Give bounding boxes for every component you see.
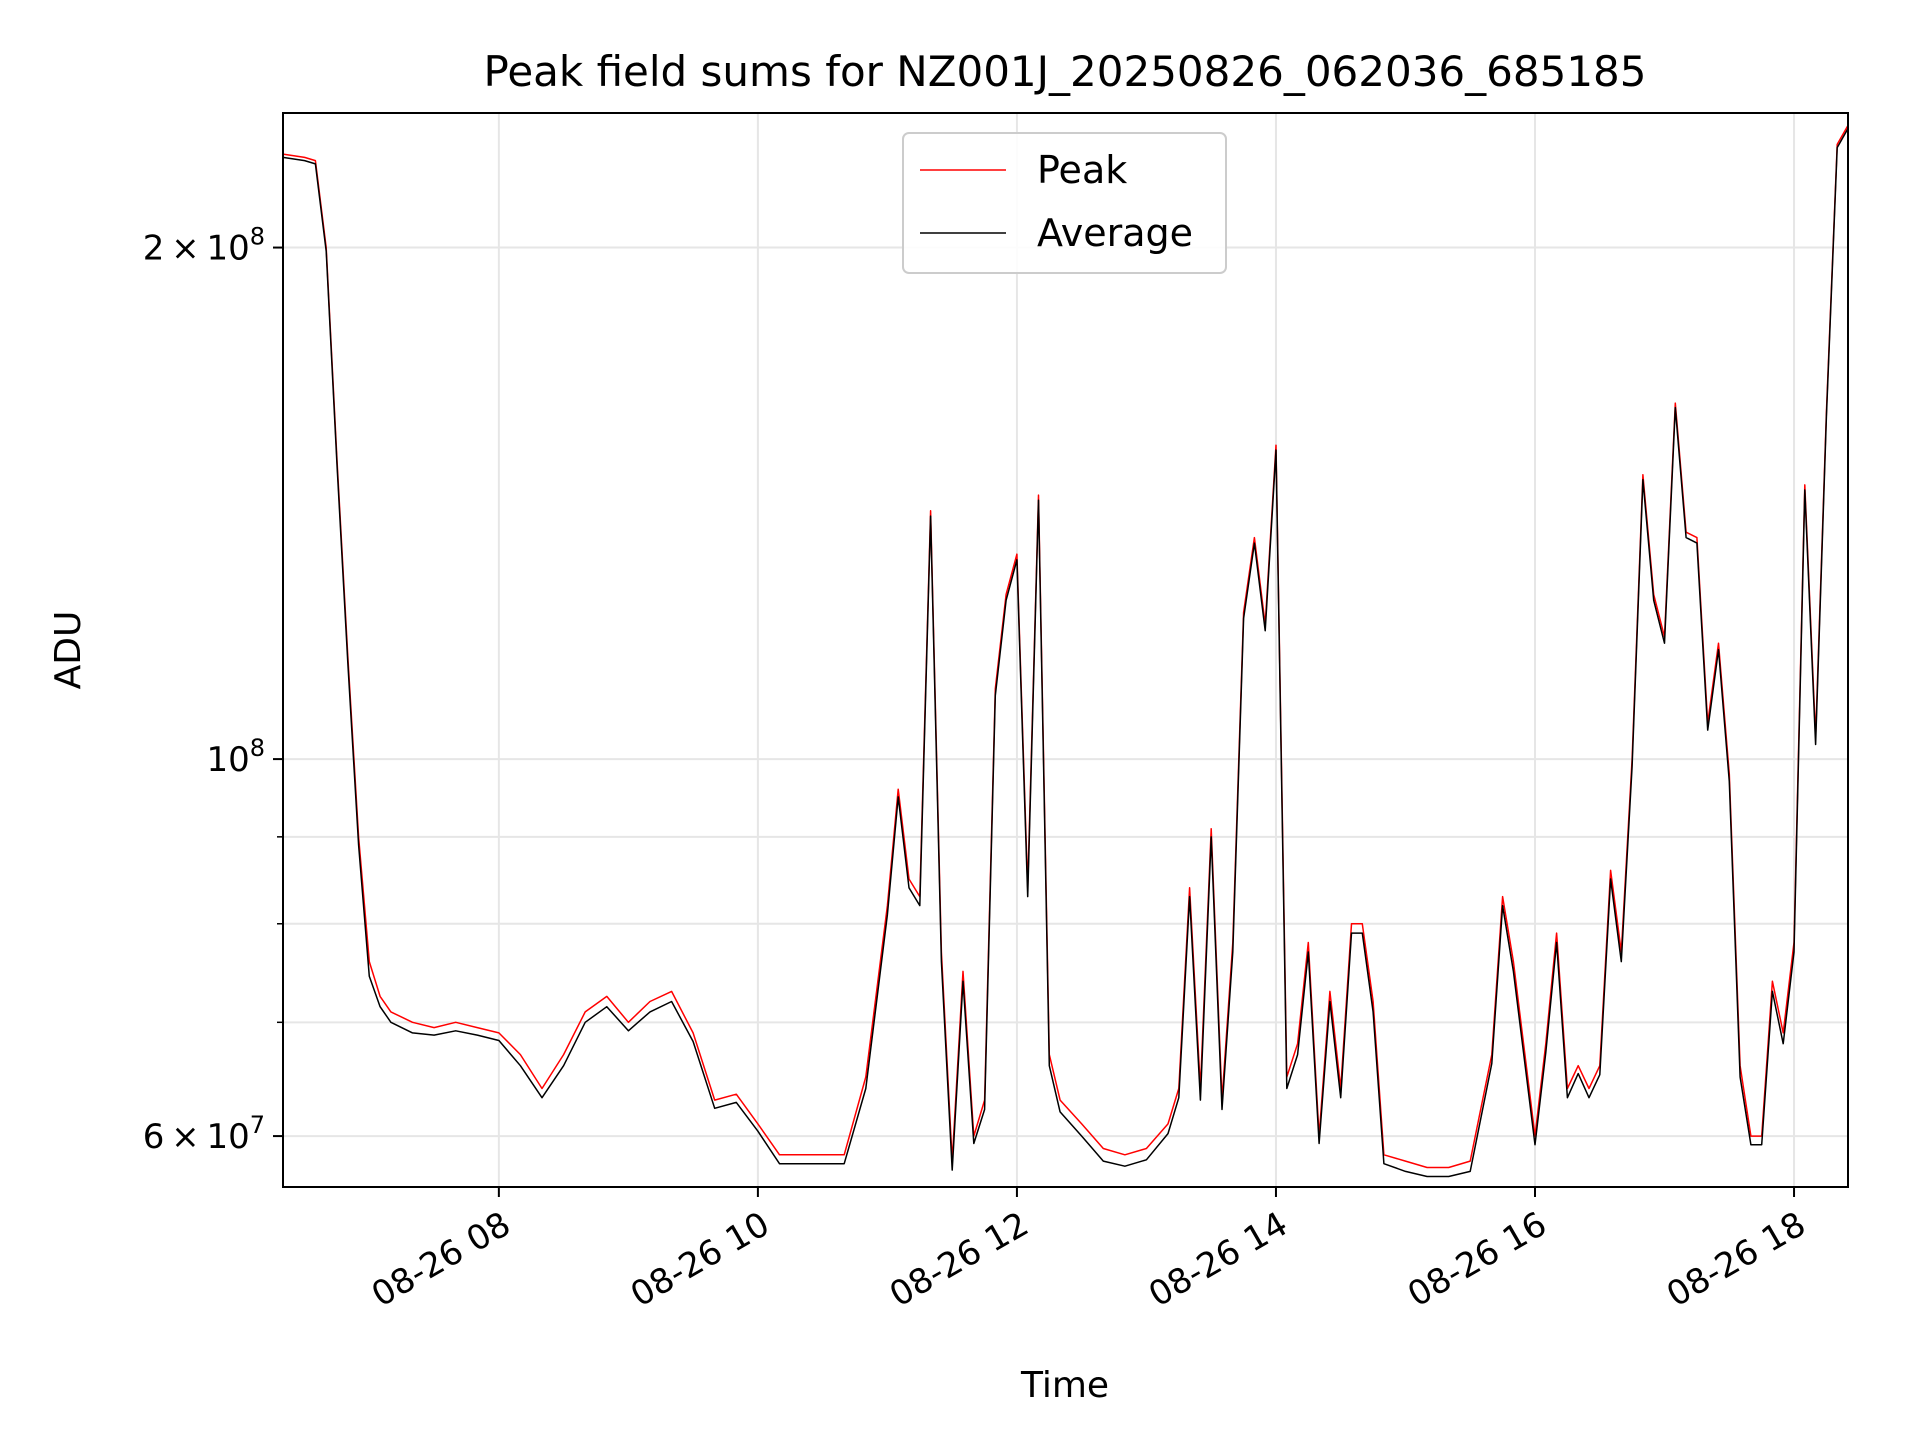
y-axis: 6 × 107 108 2 × 108 <box>143 223 283 1157</box>
series-line-average <box>282 128 1849 1178</box>
y-tick-label: 108 <box>206 734 265 780</box>
chart-title: Peak field sums for NZ001J_20250826_0620… <box>484 47 1647 96</box>
y-axis-label: ADU <box>48 611 89 690</box>
legend-box <box>902 132 1227 274</box>
legend: Peak Average <box>902 132 1227 274</box>
x-axis-label: Time <box>1020 1365 1109 1406</box>
y-tick-label: 2 × 108 <box>143 223 265 269</box>
legend-label-average: Average <box>1037 211 1193 255</box>
plot-frame <box>282 112 1849 1188</box>
grid <box>283 113 1848 1187</box>
series-layer <box>282 125 1849 1178</box>
y-tick-label: 6 × 107 <box>143 1111 265 1157</box>
legend-label-peak: Peak <box>1037 148 1127 192</box>
